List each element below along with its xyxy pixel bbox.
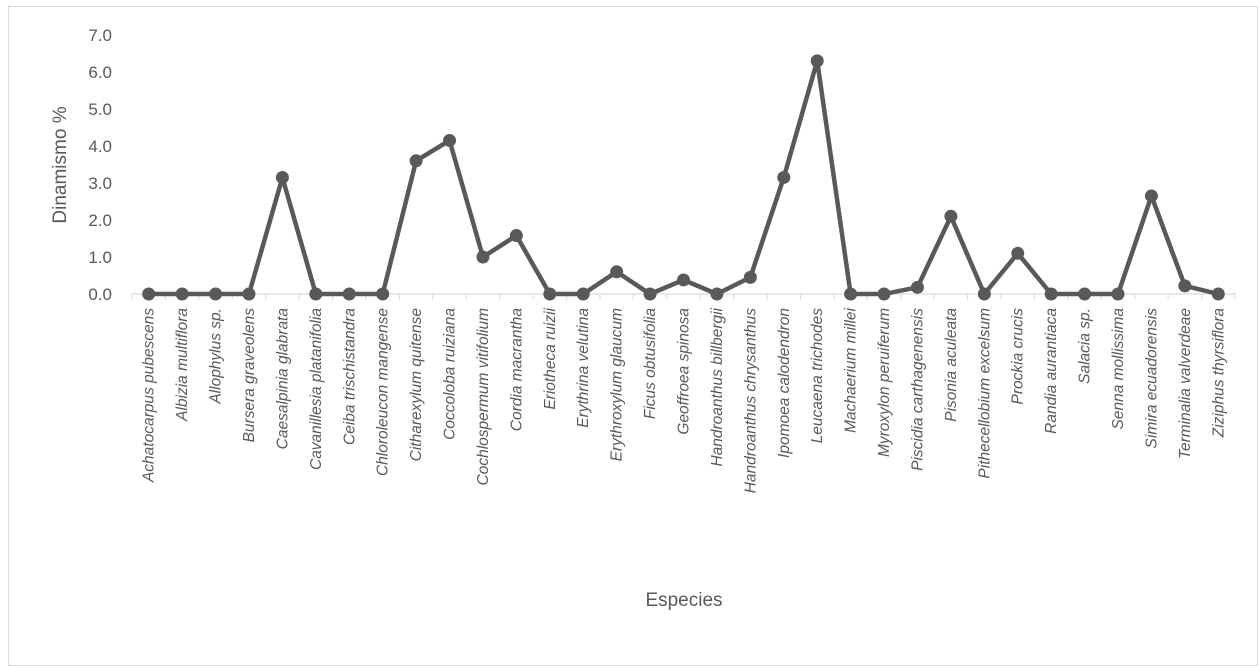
- x-tick-label: Machaerium millei: [843, 307, 860, 432]
- y-axis: 0.0 1.0 2.0 3.0 4.0 5.0 6.0 7.0: [88, 26, 112, 304]
- data-point: [175, 287, 189, 301]
- data-point: [1211, 287, 1225, 301]
- x-tick-label: Cochlospermum vitifolium: [475, 308, 492, 486]
- y-tick-label: 4.0: [88, 137, 112, 156]
- data-point: [810, 54, 824, 68]
- x-tick-label: Ficus obtusifolia: [642, 308, 659, 420]
- x-tick-label: Citharexylum quitense: [408, 308, 425, 462]
- data-point: [242, 287, 256, 301]
- series-dinamismo: [142, 54, 1225, 301]
- data-point: [977, 287, 991, 301]
- chart-frame: [8, 6, 1258, 666]
- data-point: [275, 170, 289, 184]
- x-tick-label: Randia aurantiaca: [1043, 308, 1060, 434]
- data-point: [944, 209, 958, 223]
- x-tick-label: Eriotheca ruizii: [542, 307, 559, 409]
- x-tick-label: Erythroxylum glaucum: [609, 308, 626, 461]
- x-tick-label: Allophylus sp.: [208, 308, 225, 405]
- y-tick-label: 1.0: [88, 248, 112, 267]
- y-tick-label: 3.0: [88, 174, 112, 193]
- data-point: [677, 273, 690, 287]
- data-point: [209, 287, 223, 301]
- data-point: [342, 287, 356, 301]
- x-tick-label: Handroanthus chrysanthus: [742, 308, 759, 494]
- x-tick-label: Pisonia aculeata: [943, 308, 960, 422]
- x-tick-label: Bursera graveolens: [241, 308, 258, 443]
- data-point: [710, 287, 724, 301]
- data-point: [443, 133, 457, 147]
- y-tick-label: 0.0: [88, 285, 112, 304]
- data-point: [1044, 287, 1058, 301]
- x-tick-label: Piscidia carthagenensis: [909, 308, 926, 471]
- x-tick-label: Ipomoea calodendron: [776, 308, 793, 458]
- y-tick-label: 7.0: [88, 26, 112, 45]
- data-point: [376, 287, 390, 301]
- x-tick-label: Erythrina velutina: [575, 308, 592, 428]
- x-tick-label: Myroxylon peruiferum: [876, 308, 893, 457]
- x-tick-label: Achatocarpus pubescens: [141, 308, 158, 483]
- x-tick-label: Albizia multiflora: [174, 308, 191, 422]
- data-point: [910, 280, 924, 294]
- data-point: [643, 287, 657, 301]
- x-tick-label: Caesalpinia glabrata: [274, 308, 291, 450]
- data-point: [142, 287, 156, 301]
- y-tick-label: 6.0: [88, 63, 112, 82]
- x-tick-label: Terminalia valverdeae: [1177, 308, 1194, 459]
- x-axis: Achatocarpus pubescens Albizia multiflora…: [131, 293, 1236, 494]
- x-tick-label: Simira ecuadorensis: [1143, 308, 1160, 449]
- x-tick-label: Handroanthus billbergii: [709, 307, 726, 466]
- data-point: [509, 229, 523, 243]
- data-point: [1111, 287, 1125, 301]
- data-point: [877, 287, 891, 301]
- data-point: [1078, 287, 1092, 301]
- x-tick-label: Cavanillesia platanifolia: [308, 308, 325, 470]
- x-tick-label: Pithecellobium excelsum: [976, 308, 993, 479]
- y-tick-label: 2.0: [88, 211, 112, 230]
- x-tick-label: Senna mollissima: [1110, 308, 1127, 430]
- data-point: [576, 287, 590, 301]
- x-tick-label: Chloroleucon mangense: [375, 308, 392, 476]
- y-tick-label: 5.0: [88, 100, 112, 119]
- line-chart: 0.0 1.0 2.0 3.0 4.0 5.0 6.0 7.0 Achatocarpus pu…: [50, 26, 1236, 611]
- x-tick-label: Geoffroea spinosa: [676, 308, 693, 435]
- series-line: [148, 58, 1219, 297]
- x-tick-label: Salacia sp.: [1077, 308, 1094, 384]
- x-axis-title: Especies: [645, 590, 722, 611]
- x-tick-label: Ziziphus thyrsiflora: [1210, 308, 1227, 439]
- x-tick-label: Cordia macrantha: [508, 308, 525, 432]
- data-point: [409, 154, 423, 168]
- data-point: [844, 287, 858, 301]
- data-point: [777, 170, 791, 184]
- x-tick-label: Ceiba trischistandra: [341, 308, 358, 445]
- data-point: [309, 287, 323, 301]
- data-point: [1178, 279, 1192, 293]
- data-point: [476, 250, 490, 264]
- x-tick-label: Leucaena trichodes: [809, 308, 826, 444]
- x-tick-label: Prockia crucis: [1010, 308, 1027, 405]
- data-point: [1011, 246, 1025, 260]
- data-point: [1144, 189, 1158, 203]
- data-point: [743, 270, 757, 284]
- x-tick-label: Coccoloba ruiziana: [442, 308, 459, 440]
- data-point: [543, 287, 557, 301]
- y-axis-title: Dinamismo %: [50, 106, 71, 223]
- data-point: [610, 265, 624, 279]
